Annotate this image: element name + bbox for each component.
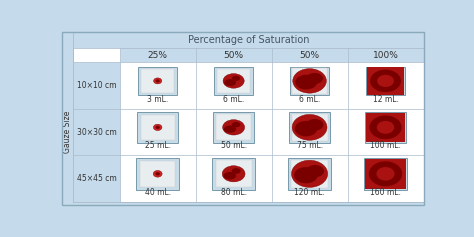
Text: 10×10 cm: 10×10 cm	[77, 81, 116, 90]
Bar	[73, 32, 423, 48]
Text: 12 mL.: 12 mL.	[373, 95, 399, 104]
Text: 6 mL.: 6 mL.	[299, 95, 320, 104]
Text: 45×45 cm: 45×45 cm	[77, 174, 116, 183]
Ellipse shape	[306, 165, 324, 177]
Bar	[288, 158, 331, 190]
Text: 50 mL.: 50 mL.	[220, 141, 246, 150]
Ellipse shape	[232, 76, 240, 81]
Bar	[217, 69, 250, 93]
Text: Gauze Size: Gauze Size	[63, 111, 72, 153]
Bar	[212, 158, 255, 190]
Ellipse shape	[155, 172, 160, 175]
Ellipse shape	[292, 160, 328, 187]
Text: 25 mL.: 25 mL.	[145, 141, 171, 150]
Bar	[291, 160, 328, 188]
Ellipse shape	[223, 74, 244, 88]
Ellipse shape	[369, 161, 402, 186]
Text: Percentage of Saturation: Percentage of Saturation	[188, 35, 309, 45]
Bar	[366, 67, 404, 95]
Text: 30×30 cm: 30×30 cm	[77, 128, 116, 137]
Text: 120 mL.: 120 mL.	[294, 188, 325, 197]
Bar	[216, 160, 252, 187]
Ellipse shape	[369, 115, 401, 139]
Ellipse shape	[294, 167, 318, 183]
Ellipse shape	[306, 73, 323, 84]
Ellipse shape	[295, 121, 318, 136]
Bar	[290, 67, 329, 95]
Bar	[137, 158, 179, 190]
Bar	[366, 67, 405, 95]
Ellipse shape	[154, 124, 162, 131]
Bar	[73, 62, 120, 202]
Ellipse shape	[377, 121, 394, 134]
Text: 100 mL.: 100 mL.	[370, 141, 401, 150]
Ellipse shape	[370, 70, 401, 92]
Bar	[292, 68, 327, 94]
Ellipse shape	[223, 120, 245, 135]
Ellipse shape	[222, 166, 245, 182]
Text: 25%: 25%	[148, 51, 168, 60]
Ellipse shape	[155, 79, 160, 82]
Text: 3 mL.: 3 mL.	[147, 95, 168, 104]
Ellipse shape	[377, 75, 394, 87]
Ellipse shape	[223, 172, 236, 179]
Text: 50%: 50%	[224, 51, 244, 60]
Bar	[137, 112, 178, 142]
Text: 100%: 100%	[373, 51, 399, 60]
Ellipse shape	[292, 114, 327, 140]
Bar	[138, 67, 177, 95]
Ellipse shape	[154, 78, 162, 84]
Ellipse shape	[295, 75, 317, 90]
Bar	[365, 112, 406, 142]
Ellipse shape	[376, 167, 394, 181]
Text: 6 mL.: 6 mL.	[223, 95, 244, 104]
Bar	[141, 69, 174, 93]
Bar	[140, 161, 175, 187]
Bar	[216, 114, 251, 140]
Text: 40 mL.: 40 mL.	[145, 188, 171, 197]
Text: 50%: 50%	[300, 51, 319, 60]
Ellipse shape	[232, 122, 240, 127]
Bar	[120, 48, 423, 62]
Text: 80 mL.: 80 mL.	[220, 188, 246, 197]
Text: 75 mL.: 75 mL.	[297, 141, 323, 150]
Ellipse shape	[232, 168, 241, 174]
Ellipse shape	[224, 79, 236, 86]
Bar	[213, 112, 254, 142]
Ellipse shape	[293, 69, 327, 93]
Ellipse shape	[155, 126, 160, 129]
Bar	[214, 67, 254, 95]
Bar	[365, 159, 406, 189]
Bar	[292, 114, 328, 141]
Ellipse shape	[224, 126, 236, 133]
Ellipse shape	[306, 119, 324, 131]
Bar	[289, 112, 330, 142]
Ellipse shape	[153, 170, 162, 177]
Bar	[364, 158, 407, 190]
Bar	[141, 115, 174, 140]
Bar	[366, 113, 405, 142]
Text: 160 mL.: 160 mL.	[370, 188, 401, 197]
